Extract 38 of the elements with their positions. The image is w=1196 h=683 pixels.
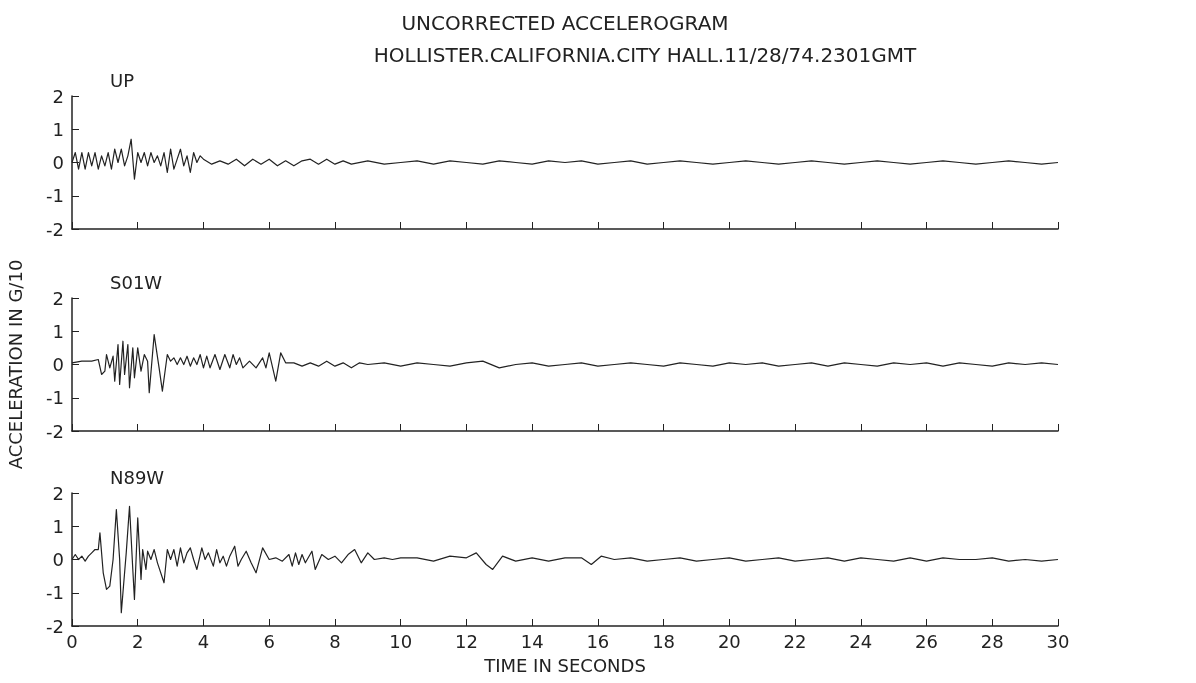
y-tick-label: 0 xyxy=(52,549,64,570)
x-tick-label: 26 xyxy=(915,630,938,652)
x-axis-title: TIME IN SECONDS xyxy=(483,654,646,676)
x-tick-label: 4 xyxy=(197,630,210,652)
y-tick-label: 2 xyxy=(52,287,64,309)
y-tick-label: -2 xyxy=(46,420,64,442)
x-tick-label: 2 xyxy=(132,630,144,652)
chart-subtitle: HOLLISTER.CALIFORNIA.CITY HALL.11/28/74.2301GMT xyxy=(373,43,918,67)
y-tick-label: 2 xyxy=(52,85,64,107)
x-tick-label: 6 xyxy=(263,630,275,652)
x-tick-label: 14 xyxy=(520,630,544,652)
x-tick-label: 28 xyxy=(980,630,1004,652)
x-tick-label: 18 xyxy=(652,630,676,652)
x-tick-label: 20 xyxy=(717,630,741,652)
x-tick-label: 0 xyxy=(66,630,78,652)
text: S01W xyxy=(110,271,163,293)
y-tick-label: -2 xyxy=(46,218,64,240)
x-tick-label: 12 xyxy=(454,630,478,652)
x-tick-label: 8 xyxy=(329,630,341,652)
y-tick-label: 1 xyxy=(52,515,64,537)
y-tick-label: 2 xyxy=(52,482,64,504)
y-tick-label: -1 xyxy=(46,387,64,409)
y-tick-label: 0 xyxy=(52,152,64,173)
x-tick-label: 22 xyxy=(783,630,807,652)
x-tick-label: 10 xyxy=(389,630,413,652)
y-tick-label: 1 xyxy=(52,118,64,140)
y-tick-label: -1 xyxy=(46,582,64,604)
series-label: N89W xyxy=(110,466,165,488)
y-tick-label: -2 xyxy=(46,615,64,637)
x-tick-label: 16 xyxy=(586,630,610,652)
x-tick-label: 24 xyxy=(849,630,873,652)
x-tick-label: 30 xyxy=(1046,630,1070,652)
y-axis-title: ACCELERATION IN G/10 xyxy=(4,259,26,470)
chart-title: UNCORRECTED ACCELEROGRAM xyxy=(401,11,729,35)
y-tick-label: -1 xyxy=(46,185,64,207)
y-tick-label: 1 xyxy=(52,320,64,342)
y-tick-label: 0 xyxy=(52,354,64,375)
text: UP xyxy=(110,69,135,91)
